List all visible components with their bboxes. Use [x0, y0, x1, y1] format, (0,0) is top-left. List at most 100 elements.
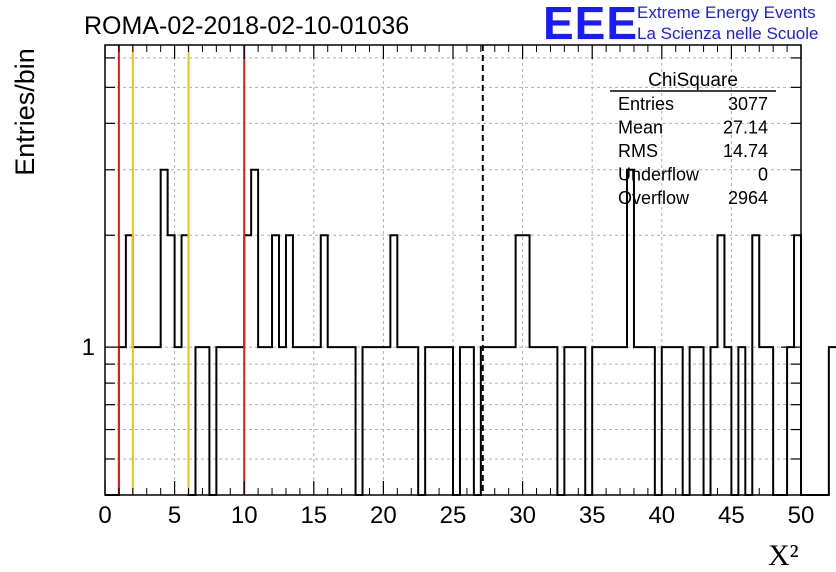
histogram-bin [711, 347, 718, 495]
histogram-bin [829, 347, 836, 495]
histogram-bin [446, 347, 453, 495]
histogram-bin [230, 347, 237, 495]
histogram-bin [140, 347, 147, 495]
histogram-bin [182, 235, 189, 495]
x-tick-label: 40 [648, 502, 675, 529]
x-axis-label: X² [768, 539, 799, 572]
logo-line-1: Extreme Energy Events [637, 3, 816, 22]
stats-row-label: Entries [618, 94, 674, 114]
histogram-bin [147, 347, 154, 495]
histogram-bin [467, 347, 474, 495]
histogram-bin [265, 347, 272, 495]
histogram-bin [349, 347, 356, 495]
histogram-bin [133, 347, 140, 495]
histogram-bin [300, 347, 307, 495]
histogram-bin [550, 347, 557, 495]
histogram-bin [237, 347, 244, 495]
histogram-bin [251, 170, 258, 495]
plot-frame [104, 44, 802, 496]
stats-box-title: ChiSquare [648, 70, 738, 91]
histogram-bin [606, 347, 613, 495]
histogram-bin [119, 347, 126, 495]
histogram-bin [154, 347, 161, 495]
histogram-bin [314, 347, 321, 495]
stats-row-value: 27.14 [723, 118, 768, 138]
histogram-bin [738, 347, 745, 495]
histogram-bin [787, 347, 794, 495]
histogram [105, 168, 836, 496]
histogram-bin [627, 170, 634, 495]
histogram-bin [613, 347, 620, 495]
x-tick-label: 15 [300, 502, 327, 529]
x-tick-label: 50 [788, 502, 815, 529]
histogram-bin [669, 347, 676, 495]
histogram-bin [724, 347, 731, 495]
histogram-bin [202, 347, 209, 495]
eee-logo: EEE Extreme Energy Events La Scienza nel… [543, 0, 833, 49]
histogram-bin [397, 347, 404, 495]
histogram-bin [342, 347, 349, 495]
histogram-bin [759, 347, 766, 495]
histogram-bin [432, 347, 439, 495]
eee-logo-mark: EEE [543, 0, 639, 49]
stats-row-label: Underflow [618, 165, 700, 185]
histogram-bin [272, 235, 279, 495]
histogram-bin [244, 235, 251, 495]
histogram-bin [376, 347, 383, 495]
histogram-bin [543, 347, 550, 495]
histogram-bin [794, 235, 801, 495]
histogram-bin [717, 235, 724, 495]
histogram-bin [509, 347, 516, 495]
histogram-bin [383, 347, 390, 495]
histogram-bin [766, 347, 773, 495]
histogram-bin [634, 347, 641, 495]
histogram-bin [641, 347, 648, 495]
x-tick-label: 25 [440, 502, 467, 529]
histogram-bin [495, 347, 502, 495]
y-axis-label: Entries/bin [10, 48, 40, 176]
histogram-bin [321, 235, 328, 495]
histogram-bin [516, 235, 523, 495]
histogram-bin [488, 347, 495, 495]
x-tick-label: 5 [168, 502, 181, 529]
x-tick-label: 35 [579, 502, 606, 529]
histogram-bin [307, 347, 314, 495]
histogram-bin [286, 235, 293, 495]
x-tick-label: 20 [370, 502, 397, 529]
histogram-bin [648, 347, 655, 495]
histogram-bin [195, 347, 202, 495]
histogram-bin [216, 347, 223, 495]
histogram-bin [599, 347, 606, 495]
histogram-bin [168, 235, 175, 495]
x-tick-label: 45 [718, 502, 745, 529]
stats-row-value: 0 [758, 165, 768, 185]
histogram-bin [258, 347, 265, 495]
histogram-bin [223, 347, 230, 495]
histogram-bin [697, 347, 704, 495]
stats-row-value: 2964 [728, 188, 768, 208]
histogram-bin [571, 347, 578, 495]
stats-box: ChiSquare Entries 3077 Mean 27.14 RMS 14.74 Un… [610, 70, 776, 208]
histogram-bin [460, 347, 467, 495]
histogram-bin [425, 347, 432, 495]
histogram-bin [752, 235, 759, 495]
x-tick-label: 30 [509, 502, 536, 529]
histogram-bin [161, 170, 168, 495]
histogram-bin [126, 235, 133, 495]
histogram-bin [537, 347, 544, 495]
histogram-bin [293, 347, 300, 495]
histogram-bin [676, 347, 683, 495]
tick-labels: 0 5 10 15 20 25 30 35 40 45 50 1 [82, 334, 815, 529]
histogram-bin [369, 347, 376, 495]
histogram-bin [279, 347, 286, 495]
histogram-bin [439, 347, 446, 495]
histogram-bin [328, 347, 335, 495]
reference-lines [117, 45, 484, 495]
histogram-bin [662, 347, 669, 495]
x-tick-label: 10 [231, 502, 258, 529]
stats-row-label: Mean [618, 118, 663, 138]
histogram-bin [530, 347, 537, 495]
histogram-bin [690, 347, 697, 495]
logo-line-2: La Scienza nelle Scuole [637, 24, 819, 43]
